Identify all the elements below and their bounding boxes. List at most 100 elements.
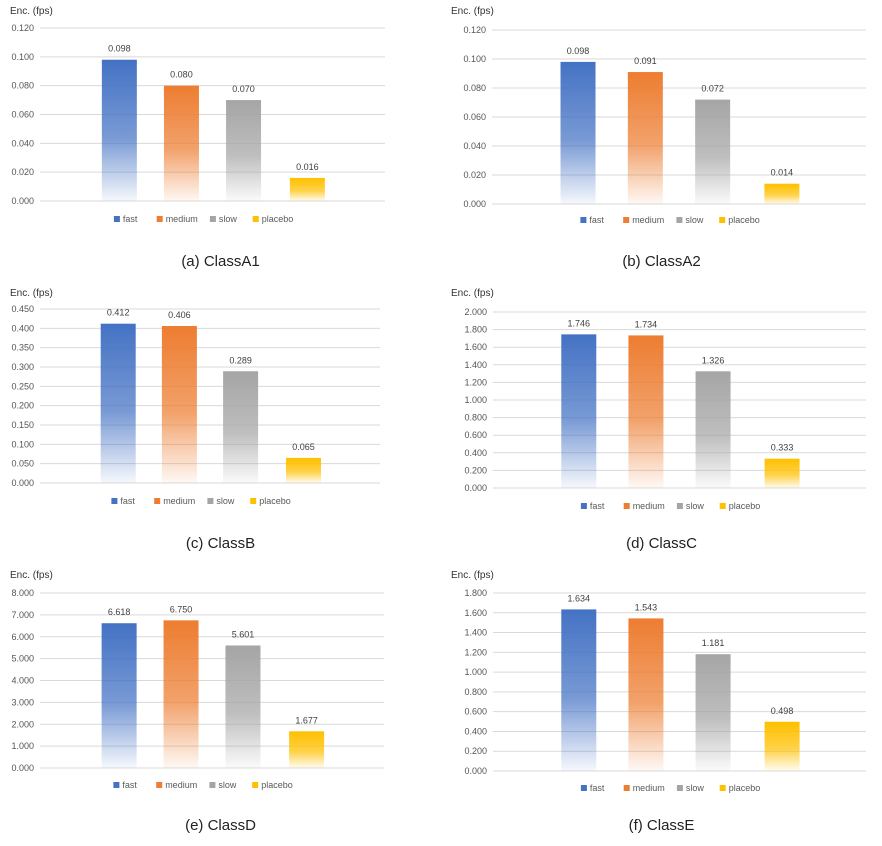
bar-slow <box>695 654 731 771</box>
legend-label-placebo: placebo <box>259 496 291 506</box>
data-label: 5.601 <box>232 629 255 639</box>
y-tick-label: 0.000 <box>11 196 34 206</box>
y-tick-label: 0.400 <box>11 323 34 333</box>
legend-label-slow: slow <box>219 214 238 224</box>
y-tick-label: 0.120 <box>11 23 34 33</box>
legend-swatch-slow <box>209 782 216 788</box>
legend-label-medium: medium <box>633 783 665 793</box>
y-tick-label: 1.400 <box>464 628 487 638</box>
data-label: 0.333 <box>771 443 794 453</box>
data-label: 0.080 <box>170 70 193 80</box>
legend: fast medium slow placebo <box>113 214 293 224</box>
legend-swatch-slow <box>207 498 214 504</box>
legend-label-slow: slow <box>686 783 705 793</box>
legend-swatch-medium <box>154 498 161 504</box>
y-tick-label: 1.800 <box>464 588 487 598</box>
y-tick-label: 0.800 <box>464 413 487 423</box>
bar-slow <box>695 371 731 488</box>
legend-swatch-placebo <box>719 785 726 791</box>
data-label: 0.406 <box>168 310 191 320</box>
bar-fast <box>100 323 136 483</box>
y-tick-label: 0.040 <box>11 138 34 148</box>
bar-fast <box>560 61 596 205</box>
legend-label-placebo: placebo <box>261 780 293 790</box>
bar-medium <box>628 335 664 488</box>
y-tick-label: 1.200 <box>464 377 487 387</box>
legend-label-fast: fast <box>120 496 135 506</box>
y-axis-label: Enc. (fps) <box>10 570 53 581</box>
data-label: 0.098 <box>108 44 131 54</box>
data-label: 0.072 <box>701 84 724 94</box>
legend: fast medium slow placebo <box>580 501 760 511</box>
bar-medium <box>628 618 664 771</box>
bar-medium <box>161 326 197 483</box>
legend-swatch-fast <box>580 785 587 791</box>
bar-slow <box>695 99 731 204</box>
bar-placebo <box>764 183 800 204</box>
y-tick-label: 0.100 <box>463 54 486 64</box>
y-axis-label: Enc. (fps) <box>451 570 494 581</box>
y-tick-label: 8.000 <box>11 588 34 598</box>
y-axis-label: Enc. (fps) <box>10 6 53 17</box>
y-axis-label: Enc. (fps) <box>451 288 494 299</box>
y-tick-label: 2.000 <box>11 719 34 729</box>
y-tick-label: 0.060 <box>463 112 486 122</box>
y-tick-label: 0.120 <box>463 25 486 35</box>
subfigure-caption-f: (f) ClassE <box>628 817 695 834</box>
y-tick-label: 3.000 <box>11 697 34 707</box>
bar-medium <box>163 620 199 768</box>
bar-placebo <box>764 458 800 488</box>
data-label: 0.412 <box>107 308 130 318</box>
legend-label-medium: medium <box>632 215 664 225</box>
legend-label-fast: fast <box>123 214 138 224</box>
y-tick-label: 1.000 <box>464 395 487 405</box>
y-tick-label: 0.000 <box>11 478 34 488</box>
bar-chart-svg: Enc. (fps) 0.000 0.200 0.400 0.600 0.800 1.000… <box>451 288 866 511</box>
legend-label-fast: fast <box>590 783 605 793</box>
y-tick-label: 0.000 <box>464 766 487 776</box>
legend: fast medium slow placebo <box>113 780 293 790</box>
data-label: 6.618 <box>108 607 131 617</box>
y-tick-label: 0.450 <box>11 304 34 314</box>
legend-swatch-slow <box>676 217 683 223</box>
legend-swatch-medium <box>623 785 630 791</box>
y-tick-label: 0.040 <box>463 141 486 151</box>
data-label: 0.498 <box>771 706 794 716</box>
legend-swatch-medium <box>156 782 163 788</box>
y-tick-label: 0.200 <box>464 746 487 756</box>
y-axis-label: Enc. (fps) <box>10 288 53 299</box>
chart-panel-f: Enc. (fps) 0.000 0.200 0.400 0.600 0.800 1.000… <box>441 564 882 846</box>
legend-swatch-placebo <box>252 782 259 788</box>
y-tick-label: 0.000 <box>463 199 486 209</box>
legend: fast medium slow placebo <box>580 215 760 225</box>
y-tick-label: 0.600 <box>464 707 487 717</box>
data-label: 1.734 <box>635 319 658 329</box>
legend-swatch-placebo <box>252 216 259 222</box>
data-label: 0.014 <box>771 168 794 178</box>
legend-swatch-fast <box>111 498 118 504</box>
y-tick-label: 0.080 <box>463 83 486 93</box>
y-tick-label: 1.600 <box>464 342 487 352</box>
data-label: 0.098 <box>567 46 590 56</box>
y-tick-label: 0.250 <box>11 381 34 391</box>
y-tick-label: 0.200 <box>11 401 34 411</box>
data-label: 6.750 <box>170 604 193 614</box>
legend: fast medium slow placebo <box>580 783 760 793</box>
y-tick-label: 0.200 <box>464 465 487 475</box>
legend-label-slow: slow <box>686 501 705 511</box>
legend-label-fast: fast <box>589 215 604 225</box>
y-tick-label: 1.200 <box>464 647 487 657</box>
subfigure-caption-a: (a) ClassA1 <box>181 253 260 270</box>
data-label: 0.289 <box>229 355 252 365</box>
bar-placebo <box>289 177 325 201</box>
bar-fast <box>561 609 597 771</box>
y-tick-label: 0.100 <box>11 52 34 62</box>
bar-fast <box>101 623 137 768</box>
subfigure-caption-c: (c) ClassB <box>185 535 256 552</box>
data-label: 0.065 <box>292 442 315 452</box>
legend-swatch-fast <box>113 216 120 222</box>
legend-label-medium: medium <box>163 496 195 506</box>
bar-medium <box>163 85 199 201</box>
y-tick-label: 1.000 <box>11 741 34 751</box>
legend-swatch-placebo <box>250 498 257 504</box>
